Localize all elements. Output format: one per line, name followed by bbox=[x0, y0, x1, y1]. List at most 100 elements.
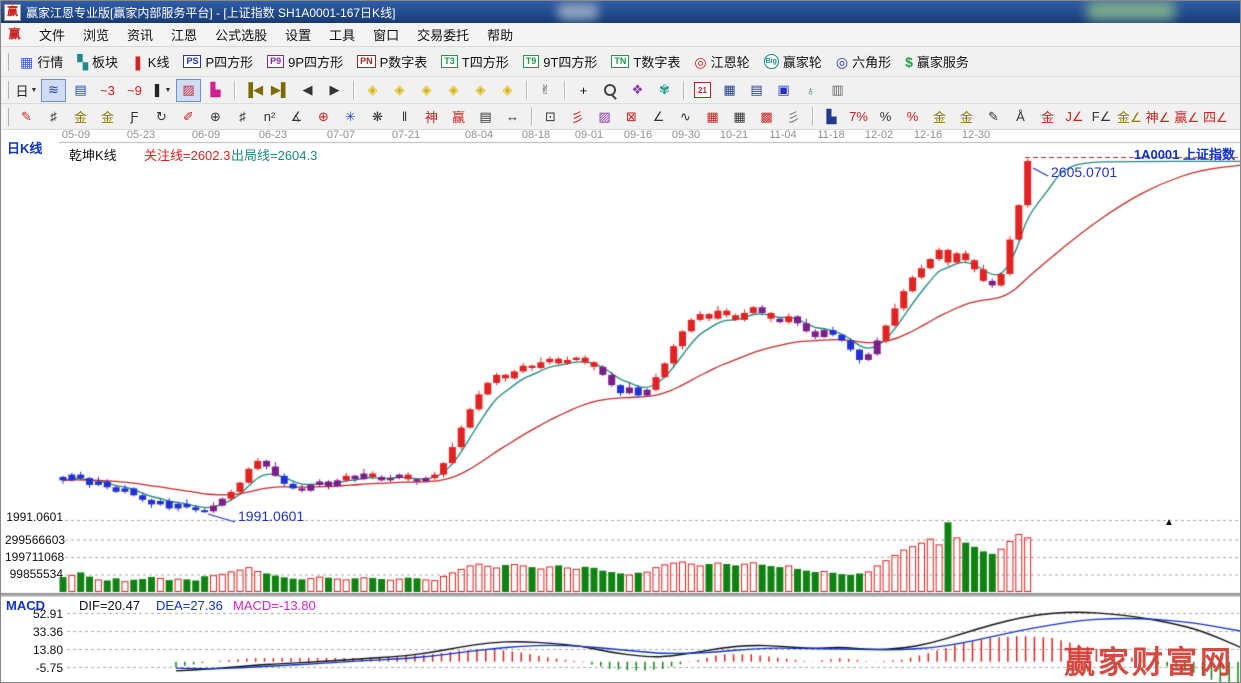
gann-view-button[interactable]: ≋ bbox=[41, 78, 66, 102]
web-target-button[interactable]: ✳ bbox=[338, 105, 363, 128]
circle-gauge-button[interactable]: ⊕ bbox=[203, 105, 228, 128]
measure-button[interactable] bbox=[598, 79, 623, 102]
9p-square-button[interactable]: P9 9P四方形 bbox=[260, 50, 350, 74]
win-angle-button[interactable]: 赢∠ bbox=[1173, 105, 1200, 128]
cross-box-button[interactable]: ⊠ bbox=[619, 105, 644, 128]
prev-page-button[interactable]: ◀ bbox=[295, 79, 320, 102]
first-page-button[interactable]: ▐◀ bbox=[241, 79, 266, 102]
menu-news[interactable]: 资讯 bbox=[127, 28, 154, 43]
next-page-button[interactable]: ▶ bbox=[322, 79, 347, 102]
spiral-button[interactable]: ↻ bbox=[149, 105, 174, 128]
p-number-table-button[interactable]: PN P数字表 bbox=[350, 50, 434, 74]
brush-3-button[interactable]: ✎ bbox=[981, 105, 1006, 128]
wave-9-button[interactable]: ~9 bbox=[122, 79, 147, 102]
gold-gauge-1-button[interactable]: 金 bbox=[68, 105, 93, 128]
grid-red-button[interactable]: ▦ bbox=[700, 105, 725, 128]
gold-gauge-2-button[interactable]: 金 bbox=[95, 105, 120, 128]
menu-help[interactable]: 帮助 bbox=[487, 28, 514, 43]
f-gauge-button[interactable]: Ƒ bbox=[122, 105, 147, 128]
parallel-lines-button[interactable]: 彡 bbox=[781, 105, 806, 128]
menu-tools[interactable]: 工具 bbox=[329, 28, 356, 43]
drag-hand-button[interactable]: ✌ bbox=[533, 79, 558, 102]
shen-tool-button[interactable]: 神 bbox=[419, 105, 444, 128]
blurred-window-controls[interactable] bbox=[1087, 1, 1175, 20]
menu-trade[interactable]: 交易委托 bbox=[417, 28, 470, 43]
pane-resize-marker[interactable]: ▲ bbox=[1164, 517, 1174, 528]
crosshair-button[interactable]: + bbox=[571, 79, 596, 102]
menu-window[interactable]: 窗口 bbox=[373, 28, 400, 43]
wave-3-button[interactable]: ~3 bbox=[95, 79, 120, 102]
print-button[interactable]: ▥ bbox=[825, 79, 850, 102]
menu-formula-picker[interactable]: 公式选股 bbox=[215, 28, 268, 43]
sectors-button[interactable]: ▚ 板块 bbox=[70, 50, 125, 74]
draw-brush-button[interactable]: ✎ bbox=[14, 105, 39, 128]
candle-style-button[interactable]: ❚ ▼ bbox=[149, 79, 174, 102]
gold-line-button[interactable]: 金 bbox=[954, 105, 979, 128]
kline-button[interactable]: ❚ K线 bbox=[125, 50, 176, 74]
spider-web-button[interactable]: ❋ bbox=[365, 105, 390, 128]
pip-ruler-button[interactable]: ‖ bbox=[392, 105, 417, 128]
h-span-button[interactable]: ↔ bbox=[500, 105, 525, 128]
compress-all-button[interactable]: ◈ bbox=[495, 79, 520, 102]
gold-circle-button[interactable]: 金 bbox=[927, 105, 952, 128]
calculator-button[interactable]: ▦ bbox=[717, 79, 742, 102]
ruler-123-button[interactable]: ▤ bbox=[473, 105, 498, 128]
menu-gann[interactable]: 江恩 bbox=[171, 28, 198, 43]
menu-browse[interactable]: 浏览 bbox=[83, 28, 110, 43]
expand-x-button[interactable]: ◈ bbox=[414, 79, 439, 102]
gold-angle-button[interactable]: 金∠ bbox=[1116, 105, 1143, 128]
net-tool-button[interactable]: ♁ bbox=[798, 79, 823, 102]
toolbar-grip[interactable] bbox=[4, 52, 9, 71]
save-button[interactable]: ▣ bbox=[771, 79, 796, 102]
gann-box-button[interactable]: ▨ bbox=[176, 78, 201, 102]
toolbar-grip[interactable] bbox=[4, 81, 9, 99]
color-histogram-button[interactable]: ▙ bbox=[203, 79, 228, 102]
macd-pane-label[interactable]: MACD bbox=[6, 598, 45, 613]
zoom-out-x-button[interactable]: ◈ bbox=[360, 79, 385, 102]
trend-angle-button[interactable]: ∠ bbox=[646, 105, 671, 128]
win-tool-button[interactable]: 赢 bbox=[446, 105, 471, 128]
fan-lines-button[interactable]: 彡 bbox=[565, 105, 590, 128]
toolbar-grip[interactable] bbox=[4, 107, 9, 126]
compress-x-button[interactable]: ◈ bbox=[441, 79, 466, 102]
menu-file[interactable]: 文件 bbox=[39, 28, 66, 43]
info-panel-button[interactable]: ▤ bbox=[68, 79, 93, 102]
zoom-in-x-button[interactable]: ◈ bbox=[387, 79, 412, 102]
n-square-button[interactable]: n² bbox=[257, 105, 282, 128]
gann-wheel-button[interactable]: ◎ 江恩轮 bbox=[687, 50, 756, 74]
gann-cross-button[interactable]: ⊕ bbox=[311, 105, 336, 128]
period-day-button[interactable]: 日 ▼ bbox=[14, 79, 39, 102]
gold-red-button[interactable]: 金 bbox=[1035, 105, 1060, 128]
percent-line-button[interactable]: % bbox=[900, 105, 925, 128]
winner-wheel-button[interactable]: Big 赢家轮 bbox=[757, 50, 829, 74]
calendar-button[interactable]: 21 bbox=[690, 79, 715, 102]
menu-settings[interactable]: 设置 bbox=[285, 28, 312, 43]
percent-button[interactable]: % bbox=[873, 105, 898, 128]
t-number-table-button[interactable]: TN T数字表 bbox=[604, 50, 687, 74]
model-tool-button[interactable]: ❖ bbox=[625, 79, 650, 102]
ruler-ticks-2-button[interactable]: ♯ bbox=[230, 105, 255, 128]
last-page-button[interactable]: ▶▌ bbox=[268, 79, 293, 102]
9t-square-button[interactable]: T9 9T四方形 bbox=[516, 50, 605, 74]
a-wave-button[interactable]: Å bbox=[1008, 105, 1033, 128]
f-angle-button[interactable]: F∠ bbox=[1089, 105, 1114, 128]
p-square-button[interactable]: PS P四方形 bbox=[176, 50, 260, 74]
grid-dark-button[interactable]: ▦ bbox=[727, 105, 752, 128]
four-angle-button[interactable]: 四∠ bbox=[1202, 105, 1229, 128]
wave-line-button[interactable]: ∿ bbox=[673, 105, 698, 128]
scale-bars-button[interactable]: ▙ bbox=[819, 105, 844, 128]
notes-button[interactable]: ▤ bbox=[744, 79, 769, 102]
compress-y-button[interactable]: ◈ bbox=[468, 79, 493, 102]
percent-7-button[interactable]: 7% bbox=[846, 105, 871, 128]
angle-gauge-button[interactable]: ∡ bbox=[284, 105, 309, 128]
hexagon-button[interactable]: ◎ 六角形 bbox=[829, 50, 898, 74]
quote-button[interactable]: ▦ 行情 bbox=[13, 50, 70, 74]
winner-service-button[interactable]: $ 赢家服务 bbox=[898, 50, 976, 74]
diag-box-button[interactable]: ▨ bbox=[592, 105, 617, 128]
brush-2-button[interactable]: ✐ bbox=[176, 105, 201, 128]
grid-red-2-button[interactable]: ▩ bbox=[754, 105, 779, 128]
shen-angle-button[interactable]: 神∠ bbox=[1145, 105, 1172, 128]
j-angle-button[interactable]: J∠ bbox=[1062, 105, 1087, 128]
t-square-button[interactable]: T3 T四方形 bbox=[434, 50, 515, 74]
rect-select-button[interactable]: ⊡ bbox=[538, 105, 563, 128]
